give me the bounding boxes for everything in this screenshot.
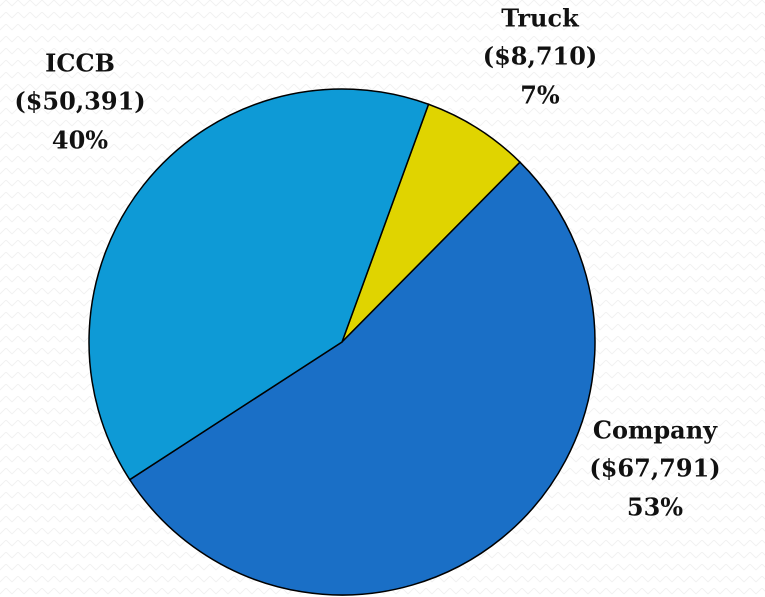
slice-percent-label: 40% [52,126,108,155]
slice-label: ICCB [45,49,115,78]
pie-slice [128,161,596,596]
slice-label: Truck [501,4,580,33]
slice-percent-label: 7% [520,81,560,110]
pie-slice [341,103,522,343]
pie-slice [88,88,430,481]
slice-value-label: ($67,791) [589,454,720,483]
slice-label: Company [593,416,718,445]
slice-value-label: ($8,710) [483,42,598,71]
slice-percent-label: 53% [627,493,683,522]
slice-value-label: ($50,391) [14,87,145,116]
